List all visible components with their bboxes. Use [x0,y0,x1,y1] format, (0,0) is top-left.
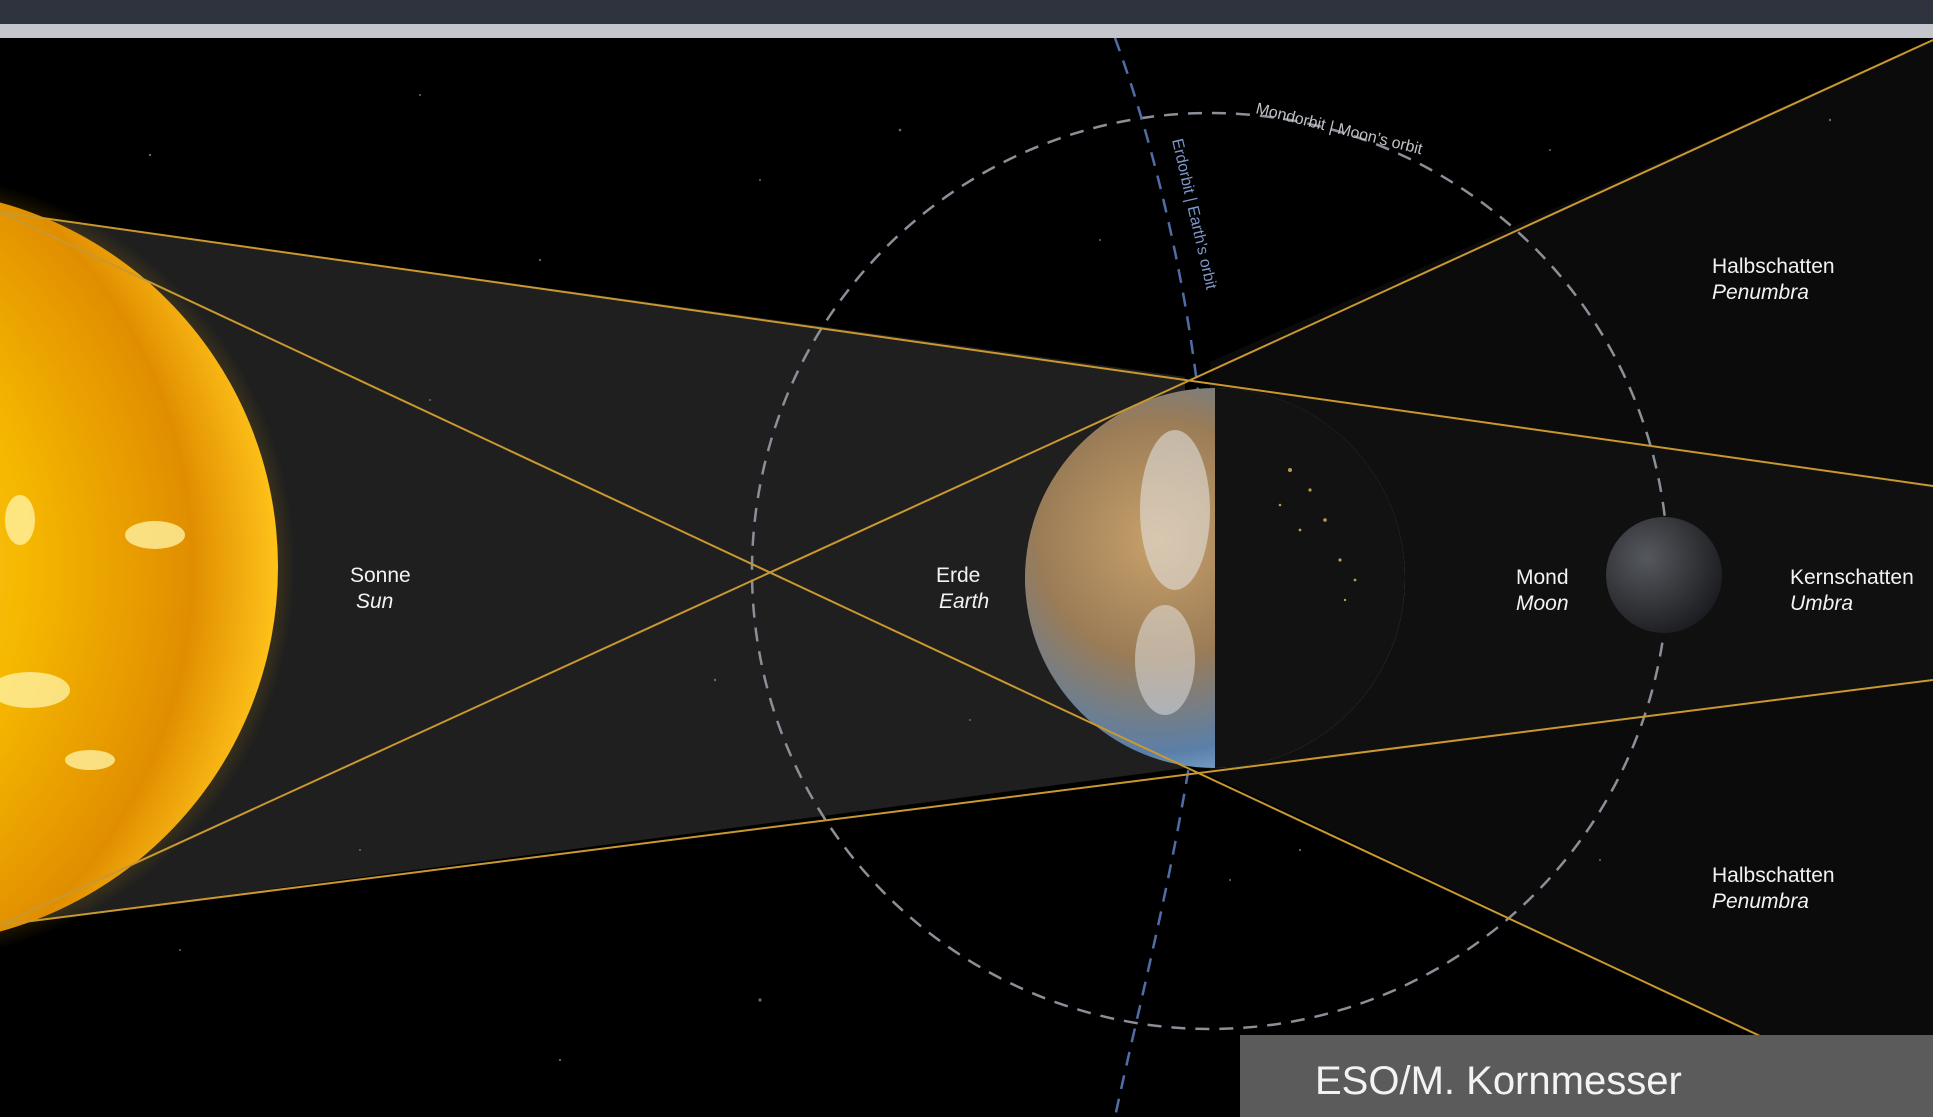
sun-flares [0,495,185,770]
moon-orbit-label: Mondorbit | Moon’s orbit [1254,100,1425,158]
credit-text: ESO/M. Kornmesser [1315,1059,1682,1103]
earth-label-de: Erde [936,564,981,587]
sun-label: Sonne Sun [350,563,411,615]
credit-box: ESO/M. Kornmesser [1240,1035,1933,1117]
sun-label-en: Sun [356,590,394,613]
penumbra-bottom-label: Halbschatten Penumbra [1712,863,1835,915]
stars [148,94,1832,1062]
earth-label: Erde Earth [936,563,989,615]
penumbra-bottom-label-de: Halbschatten [1712,864,1835,887]
sun-disk [0,202,278,932]
umbra-label: Kernschatten Umbra [1790,565,1914,617]
top-bar-stripe [0,24,1933,38]
umbra-label-de: Kernschatten [1790,566,1914,589]
diagram-canvas: Mondorbit | Moon’s orbit Erdorbit | Eart… [0,38,1933,1117]
penumbra-top-label-de: Halbschatten [1712,255,1835,278]
umbra-region [1210,385,1933,770]
earth [1025,388,1405,768]
penumbra-bottom-label-en: Penumbra [1712,890,1809,913]
umbra-label-en: Umbra [1790,592,1854,615]
moon-label: Mond Moon [1516,565,1569,617]
penumbra-top-label: Halbschatten Penumbra [1712,254,1835,306]
light-cone [0,212,1185,925]
sun-label-de: Sonne [350,564,411,587]
moon-label-en: Moon [1516,592,1569,615]
earth-label-en: Earth [939,590,990,613]
penumbra-top-label-en: Penumbra [1712,281,1809,304]
moon-disk [1606,517,1722,633]
eclipse-diagram: Mondorbit | Moon’s orbit Erdorbit | Eart… [0,38,1933,1117]
light-rays [0,39,1933,1117]
earth-orbit-label: Erdorbit | Earth’s orbit [1168,137,1219,292]
moon-label-de: Mond [1516,566,1569,589]
